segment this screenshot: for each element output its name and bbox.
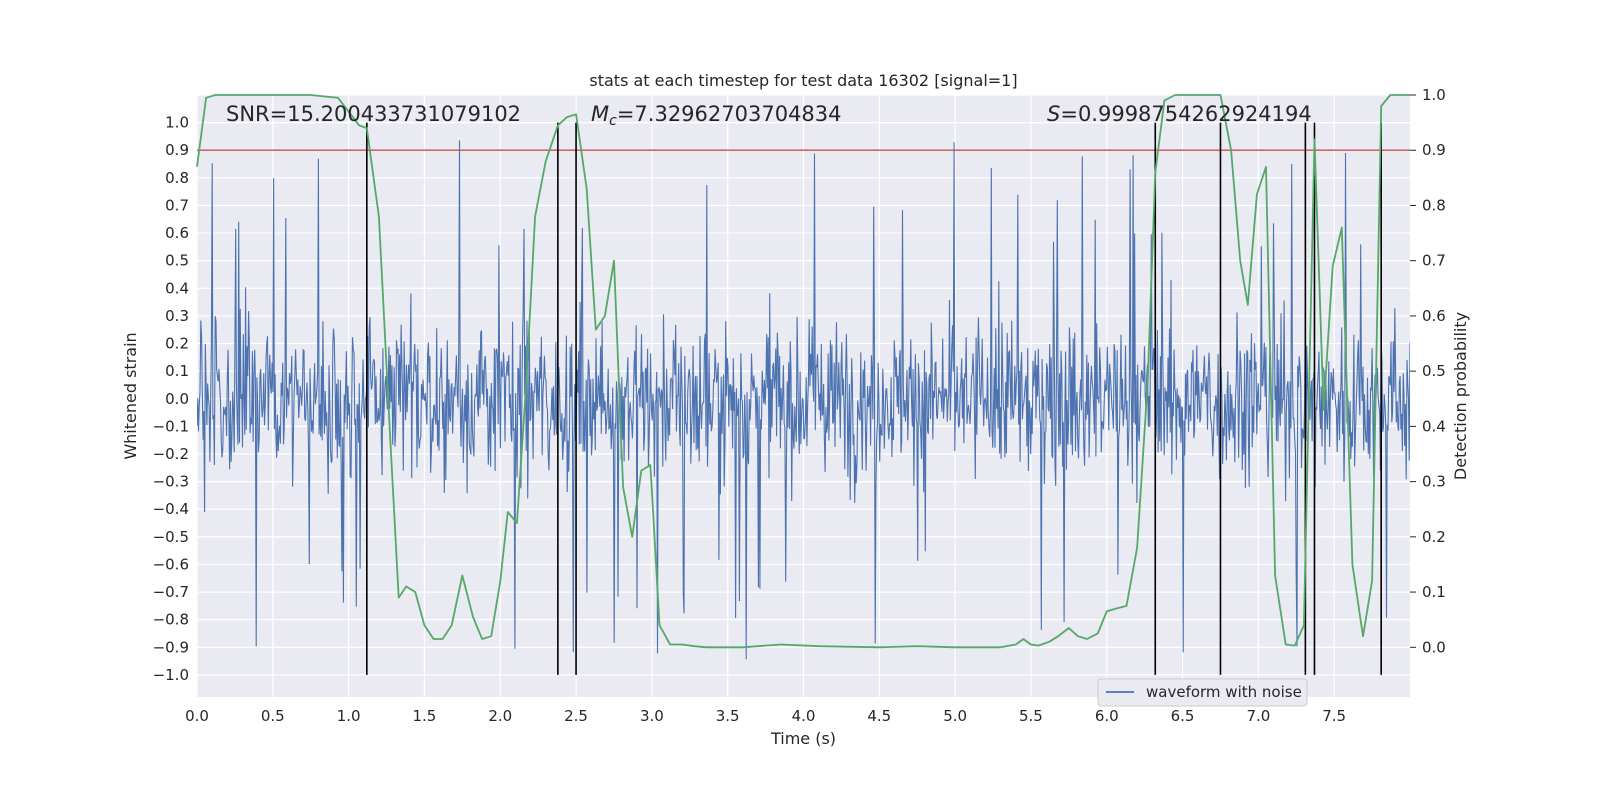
y-left-tick-label: 0.4 [165,279,189,297]
chart-title: stats at each timestep for test data 163… [589,71,1017,90]
x-tick-label: 1.0 [337,707,361,725]
legend: waveform with noise [1097,678,1308,707]
s-annotation: S=0.9998754262924194 [1047,102,1312,126]
y-left-tick-label: −0.7 [153,583,189,601]
y-right-tick-label: 1.0 [1422,86,1446,104]
y-left-tick-label: −0.1 [153,417,189,435]
x-tick-label: 0.5 [261,707,285,725]
y-left-axis-ticks: 1.0 0.9 0.8 0.7 0.6 0.5 0.4 0.3 0.2 0.1 0.0 −0.1 −0.… [153,114,189,684]
y-left-tick-label: 0.9 [165,141,189,159]
detection-probability-series [196,94,1410,649]
y-right-tick-label: 0.7 [1422,252,1446,270]
y-right-tick-label: 0.6 [1422,307,1446,325]
y-left-tick-label: 0.5 [165,252,189,270]
x-tick-label: 7.5 [1322,707,1346,725]
x-axis-ticks: 0.0 0.5 1.0 1.5 2.0 2.5 3.0 3.5 4.0 4.5 5.0 5.5 6.0 6… [185,707,1346,725]
y-left-tick-label: 0.6 [165,224,189,242]
y-left-tick-label: 0.1 [165,362,189,380]
y-left-tick-label: −0.4 [153,500,189,518]
chirp-mass-annotation: Mc=7.32962703704834 [591,102,842,129]
y-left-axis-title: Whitened strain [121,332,140,459]
y-left-tick-label: 0.2 [165,335,189,353]
x-tick-label: 5.0 [943,707,967,725]
y-left-tick-label: −0.6 [153,555,189,573]
x-tick-label: 5.5 [1019,707,1043,725]
s-symbol: S [1047,102,1060,126]
y-right-tick-label: 0.3 [1422,473,1446,491]
y-left-tick-label: −0.3 [153,473,189,491]
x-axis-title: Time (s) [770,729,836,748]
y-left-tick-label: −0.5 [153,528,189,546]
snr-annotation: SNR=15.200433731079102 [226,102,521,126]
x-tick-label: 4.0 [792,707,816,725]
x-tick-label: 4.5 [867,707,891,725]
x-tick-label: 2.5 [564,707,588,725]
y-left-tick-label: −0.2 [153,445,189,463]
y-right-tick-label: 0.1 [1422,583,1446,601]
y-right-axis-ticks: 1.0 0.9 0.8 0.7 0.6 0.5 0.4 0.3 0.2 0.1 0.0 [1410,86,1446,656]
y-left-tick-label: 0.0 [165,390,189,408]
x-tick-label: 3.5 [716,707,740,725]
y-right-tick-label: 0.2 [1422,528,1446,546]
waveform-layer [197,140,1410,660]
mc-subscript: c [609,113,617,129]
y-right-tick-label: 0.0 [1422,638,1446,656]
y-left-tick-label: 0.8 [165,169,189,187]
y-left-tick-label: 0.7 [165,196,189,214]
y-left-tick-label: −0.9 [153,638,189,656]
y-right-tick-label: 0.9 [1422,141,1446,159]
y-right-axis-title: Detection probability [1451,312,1470,480]
legend-box [1097,678,1308,707]
waveform-series [197,140,1410,660]
y-right-tick-label: 0.5 [1422,362,1446,380]
x-tick-label: 6.5 [1171,707,1195,725]
s-value: =0.9998754262924194 [1060,102,1311,126]
vertical-lines [366,122,1382,675]
y-right-tick-label: 0.8 [1422,196,1446,214]
mc-symbol: M [591,102,609,126]
y-left-tick-label: −1.0 [153,666,189,684]
x-tick-label: 2.0 [488,707,512,725]
legend-label: waveform with noise [1146,683,1302,701]
y-left-tick-label: 1.0 [165,114,189,132]
y-left-tick-label: −0.8 [153,611,189,629]
x-tick-label: 0.0 [185,707,209,725]
y-left-tick-label: 0.3 [165,307,189,325]
y-right-tick-label: 0.4 [1422,417,1446,435]
x-tick-label: 1.5 [413,707,437,725]
mc-value: =7.32962703704834 [617,102,842,126]
x-tick-label: 7.0 [1246,707,1270,725]
x-tick-label: 3.0 [640,707,664,725]
x-tick-label: 6.0 [1095,707,1119,725]
